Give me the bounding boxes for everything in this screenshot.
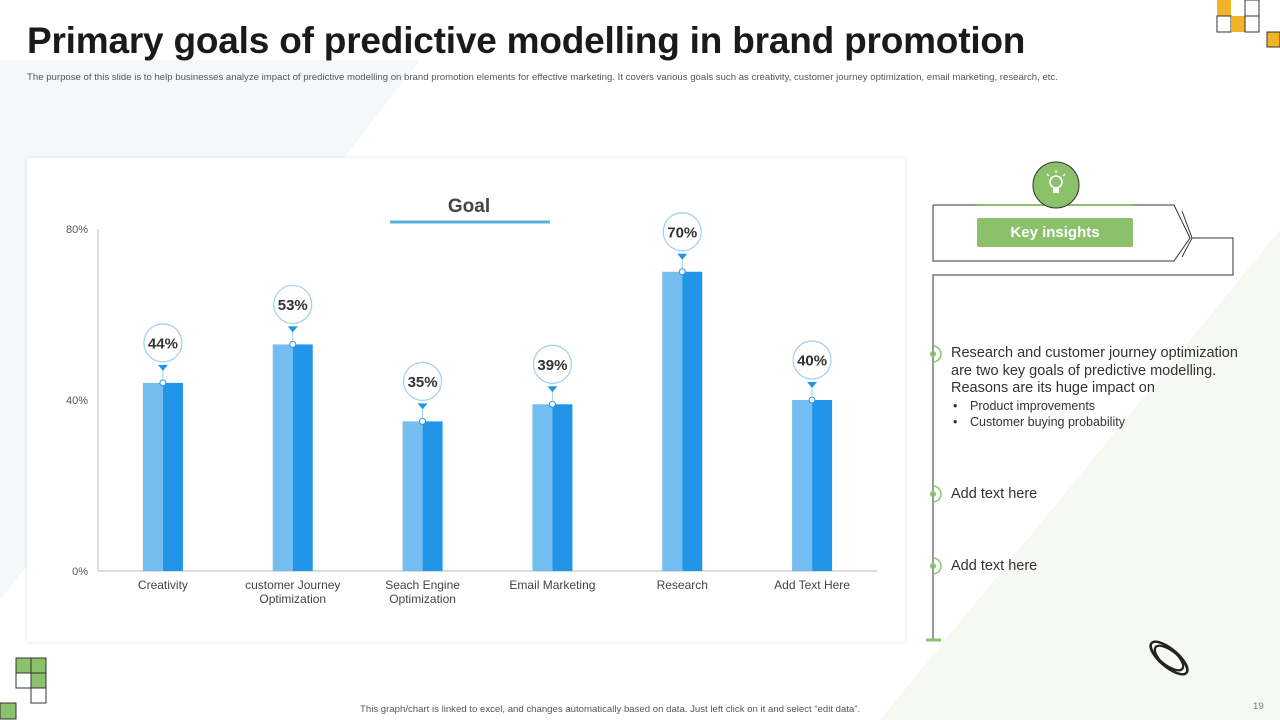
value-bubble [662, 212, 702, 252]
lightbulb-icon [1032, 161, 1080, 209]
x-tick-label: Optimization [259, 592, 326, 606]
data-label: 40% [797, 353, 827, 370]
corner-squares-bottom [0, 657, 47, 720]
bar-left [792, 400, 813, 571]
data-label: 39% [537, 357, 567, 374]
page-subtitle: The purpose of this slide is to help bus… [27, 72, 1058, 83]
x-tick-label: Optimization [389, 592, 456, 606]
bar-right [812, 400, 833, 571]
bar-left [402, 421, 423, 571]
bar-right [292, 344, 313, 571]
chart-card[interactable]: Goal 0% 40% 80% 44% Creativity 53% customer Jou… [27, 158, 905, 642]
value-bubble [792, 340, 832, 380]
x-tick-label: Email Marketing [509, 578, 595, 592]
value-pointer [807, 382, 818, 388]
data-label: 44% [148, 335, 178, 352]
value-bubble [273, 284, 313, 325]
page-number: 19 [1253, 701, 1264, 712]
key-insights-header: Key insights [977, 218, 1133, 247]
bar-right [422, 421, 443, 571]
value-bubble [402, 361, 443, 401]
y-tick-label: 80% [66, 224, 88, 236]
data-label: 70% [667, 224, 697, 241]
value-bubble [143, 323, 183, 363]
insight-bullets: Product improvements Customer buying pro… [953, 398, 1125, 430]
data-label: 35% [408, 374, 438, 391]
bullet-item: Customer buying probability [953, 414, 1125, 430]
value-pointer [547, 386, 558, 393]
x-tick-label: Creativity [138, 578, 188, 592]
insight-main-text: Research and customer journey optimizati… [951, 345, 1238, 396]
y-tick-label: 0% [72, 566, 88, 578]
x-tick-label: Research [657, 578, 708, 592]
value-pointer [677, 253, 688, 260]
x-tick-label: customer Journey [245, 578, 340, 592]
value-pointer [287, 326, 298, 333]
x-tick-label: Seach Engine [385, 578, 460, 592]
y-tick-label: 40% [66, 395, 88, 407]
timeline-marker [930, 345, 942, 575]
bar-right [162, 382, 183, 571]
x-tick-label: Add Text Here [774, 578, 850, 592]
bar-chart[interactable]: Goal 0% 40% 80% 44% Creativity 53% customer Jou… [27, 158, 905, 642]
insight-item-2: Add text here [951, 486, 1038, 502]
footer-note: This graph/chart is linked to excel, and… [360, 704, 861, 715]
bar-left [662, 271, 683, 571]
value-pointer [417, 403, 428, 410]
rings-icon [1149, 640, 1189, 676]
bar-left [272, 344, 293, 571]
bar-right [682, 271, 703, 571]
corner-squares-top [1216, 0, 1280, 48]
bullet-item: Product improvements [953, 398, 1125, 414]
page-title: Primary goals of predictive modelling in… [27, 20, 1026, 61]
chart-title: Goal [448, 196, 490, 217]
insight-item-3: Add text here [951, 558, 1038, 574]
bar-right [552, 404, 573, 571]
value-pointer [157, 364, 168, 371]
bar-left [532, 404, 553, 571]
bar-left [142, 382, 163, 571]
value-bubble [532, 344, 573, 384]
data-label: 53% [278, 297, 308, 314]
